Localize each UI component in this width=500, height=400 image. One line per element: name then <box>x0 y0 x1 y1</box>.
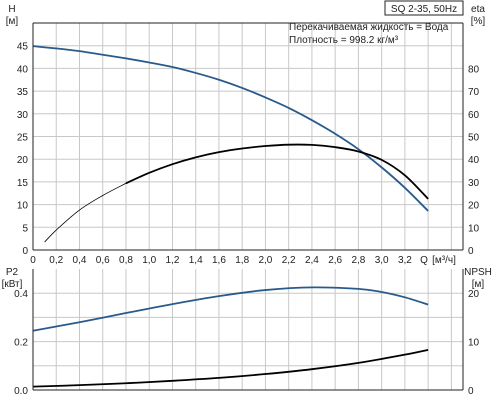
y-left-title: P2 <box>6 267 19 278</box>
y-left-tick-label: 0 <box>22 246 28 257</box>
y-right-tick-label: 30 <box>468 178 480 189</box>
info-fluid: Перекачиваемая жидкость = Вода <box>289 22 449 33</box>
x-tick-label: 1,2 <box>166 255 180 266</box>
y-left-tick-label: 5 <box>22 223 28 234</box>
y-left-tick-label: 20 <box>17 155 29 166</box>
y-right-tick-label: 80 <box>468 64 480 75</box>
y-right-tick-label: 10 <box>468 338 480 349</box>
x-tick-label: 1,8 <box>235 255 249 266</box>
y-right-tick-label: 0 <box>468 246 474 257</box>
x-tick-label: 1,6 <box>212 255 226 266</box>
x-tick-label: 2,4 <box>305 255 319 266</box>
x-tick-label: 1,4 <box>189 255 203 266</box>
efficiency-curve <box>125 143 429 200</box>
x-tick-label: 1,0 <box>142 255 156 266</box>
y-left-title: H <box>8 4 15 15</box>
y-left-tick-label: 0.0 <box>14 386 28 397</box>
y-right-tick-label: 60 <box>468 110 480 121</box>
x-tick-label: 0,6 <box>96 255 110 266</box>
chart-title: SQ 2-35, 50Hz <box>391 4 457 15</box>
y-right-tick-label: 20 <box>468 201 480 212</box>
x-tick-label: 0,8 <box>119 255 133 266</box>
title-box <box>384 0 464 16</box>
y-right-tick-label: 20 <box>468 289 480 300</box>
y-left-tick-label: 45 <box>17 42 29 53</box>
y-left-title-unit: [м] <box>6 16 19 27</box>
head-curve <box>32 45 429 212</box>
x-tick-label: 0 <box>30 255 36 266</box>
y-left-tick-label: 40 <box>17 64 29 75</box>
x-tick-label: 2,8 <box>351 255 365 266</box>
npsh-curve <box>32 348 429 388</box>
y-right-title-unit: [м] <box>472 279 485 290</box>
y-left-title-unit: [кВт] <box>2 279 23 290</box>
power-curve <box>32 286 429 332</box>
y-left-tick-label: 15 <box>17 178 29 189</box>
info-density: Плотность = 998.2 кг/м³ <box>289 35 399 46</box>
y-right-tick-label: 70 <box>468 87 480 98</box>
y-left-tick-label: 0.2 <box>14 338 28 349</box>
y-left-tick-label: 10 <box>17 201 29 212</box>
x-axis-title: Q <box>420 255 428 266</box>
y-left-tick-label: 35 <box>17 87 29 98</box>
x-tick-label: 2,0 <box>258 255 272 266</box>
y-left-tick-label: 30 <box>17 110 29 121</box>
y-right-tick-label: 40 <box>468 155 480 166</box>
y-right-title-unit: [%] <box>471 16 486 27</box>
x-tick-label: 0,2 <box>49 255 63 266</box>
x-axis-title-unit: [м³/ч] <box>432 255 456 266</box>
x-tick-label: 3,0 <box>375 255 389 266</box>
y-right-title: NPSH <box>464 267 492 278</box>
y-left-tick-label: 25 <box>17 133 29 144</box>
x-tick-label: 0,4 <box>73 255 87 266</box>
x-tick-label: 3,2 <box>398 255 412 266</box>
x-tick-label: 2,6 <box>328 255 342 266</box>
y-right-tick-label: 50 <box>468 133 480 144</box>
x-tick-label: 2,2 <box>282 255 296 266</box>
y-left-tick-label: 0.4 <box>14 289 28 300</box>
efficiency-curve-extrapolated <box>44 182 127 243</box>
y-right-tick-label: 10 <box>468 223 480 234</box>
y-right-tick-label: 0 <box>468 386 474 397</box>
y-right-title: eta <box>471 4 485 15</box>
